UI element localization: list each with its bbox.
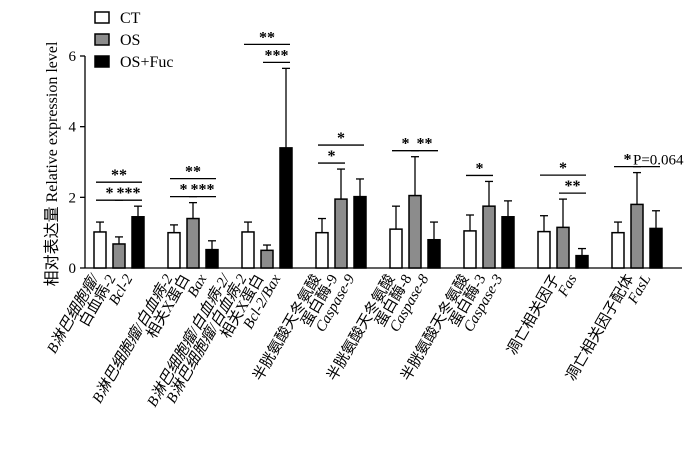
y-tick-label: 2 bbox=[69, 190, 77, 206]
y-axis-label: 相对表达量 Relative expression level bbox=[43, 41, 61, 286]
bar bbox=[611, 231, 625, 269]
significance-label: * bbox=[559, 160, 567, 177]
bar bbox=[501, 216, 515, 269]
category-labels: B淋巴细胞瘤/白血病-2Bcl-2B淋巴细胞瘤/白血病-2相关X蛋白BaxB淋巴… bbox=[44, 270, 655, 410]
legend-entry-label: OS bbox=[120, 32, 140, 49]
significance-label: ** bbox=[417, 136, 433, 153]
legend-swatch bbox=[94, 33, 110, 46]
category-label: 凋亡相关因子 bbox=[504, 272, 564, 358]
bar bbox=[427, 238, 441, 269]
axes: 0 2 4 6 bbox=[69, 49, 682, 277]
bar bbox=[186, 217, 200, 269]
bar bbox=[463, 230, 477, 269]
bar bbox=[334, 198, 348, 269]
significance-label: * bbox=[106, 185, 114, 202]
significance-label: P=0.064 bbox=[633, 153, 684, 169]
bar bbox=[241, 231, 255, 269]
legend-entry-label: OS+Fuc bbox=[120, 54, 173, 71]
bar bbox=[537, 230, 551, 269]
significance-label: *** bbox=[265, 47, 289, 64]
significance-label: * bbox=[328, 148, 336, 165]
significance-label: * bbox=[624, 152, 632, 169]
significance-label: * bbox=[180, 182, 188, 199]
legend-entry-label: CT bbox=[120, 10, 141, 27]
significance-brackets: *** ****** *********** *** **** P=0.064 bbox=[96, 29, 684, 202]
significance-label: ** bbox=[111, 167, 127, 184]
bar bbox=[649, 227, 663, 269]
bar bbox=[389, 228, 403, 269]
significance-label: * bbox=[476, 160, 484, 177]
y-tick-label: 6 bbox=[69, 49, 77, 65]
significance-label: *** bbox=[191, 182, 215, 199]
bar bbox=[315, 231, 329, 269]
bar bbox=[353, 195, 367, 269]
bar bbox=[260, 249, 274, 269]
bar bbox=[279, 147, 293, 269]
bar bbox=[482, 205, 496, 269]
bar bbox=[93, 231, 107, 269]
bar bbox=[630, 203, 644, 269]
y-tick-label: 4 bbox=[69, 120, 77, 136]
legend: CT OS OS+Fuc bbox=[94, 10, 173, 71]
y-tick-label: 0 bbox=[69, 261, 77, 277]
bar bbox=[167, 231, 181, 269]
significance-label: * bbox=[402, 136, 410, 153]
significance-label: * bbox=[337, 130, 345, 147]
bar bbox=[131, 216, 145, 269]
significance-label: ** bbox=[565, 178, 581, 195]
bar bbox=[112, 243, 126, 269]
legend-swatch bbox=[94, 11, 110, 24]
bar bbox=[408, 194, 422, 269]
significance-label: *** bbox=[117, 185, 141, 202]
bar bbox=[575, 254, 589, 269]
bars bbox=[93, 67, 663, 269]
bar bbox=[205, 248, 219, 269]
bar bbox=[556, 226, 570, 269]
significance-label: ** bbox=[259, 29, 275, 46]
category-label: Fas bbox=[555, 272, 581, 300]
legend-swatch bbox=[94, 55, 110, 68]
significance-label: ** bbox=[185, 164, 201, 181]
